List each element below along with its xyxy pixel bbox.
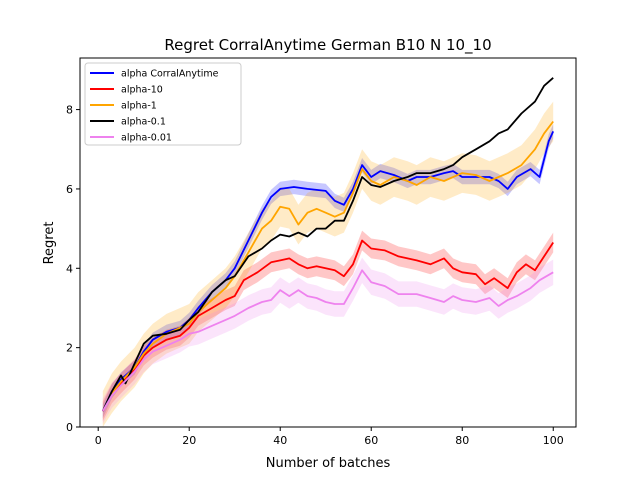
x-tick-label: 40 — [273, 434, 287, 447]
x-tick-label: 80 — [455, 434, 469, 447]
y-tick-label: 4 — [66, 262, 73, 275]
y-tick-label: 6 — [66, 183, 73, 196]
x-tick-label: 0 — [95, 434, 102, 447]
line-alpha-0-01 — [102, 269, 554, 412]
legend-label-alpha-corralanytime: alpha CorralAnytime — [121, 69, 219, 80]
x-tick-label: 100 — [543, 434, 564, 447]
legend: alpha CorralAnytime alpha-10 alpha-1 alpha-… — [84, 62, 242, 146]
line-alpha-10 — [101, 239, 554, 412]
x-tick-label: 20 — [182, 434, 196, 447]
legend-label-alpha-10: alpha-10 — [121, 85, 163, 96]
y-tick-label: 0 — [66, 421, 73, 434]
band-alpha-0-01 — [102, 257, 554, 424]
series-lines — [101, 77, 555, 412]
line-alpha-1 — [101, 120, 554, 412]
y-axis-ticks: 0 2 4 6 8 — [66, 104, 80, 434]
band-alpha-1 — [102, 101, 554, 427]
legend-label-alpha-0-1: alpha-0.1 — [121, 117, 166, 128]
y-tick-label: 8 — [66, 104, 73, 117]
x-axis-label: Number of batches — [266, 456, 391, 471]
plot-frame — [79, 57, 577, 428]
chart-title: Regret CorralAnytime German B10 N 10_10 — [164, 36, 491, 55]
legend-label-alpha-0-01: alpha-0.01 — [121, 133, 172, 144]
legend-box — [84, 62, 242, 146]
y-axis-label: Regret — [42, 222, 57, 265]
x-axis-ticks: 0 20 40 60 80 100 — [95, 427, 564, 447]
confidence-bands — [102, 101, 554, 427]
line-alpha-0-1 — [101, 77, 554, 412]
x-tick-label: 60 — [364, 434, 378, 447]
y-tick-label: 2 — [66, 342, 73, 355]
legend-label-alpha-1: alpha-1 — [121, 101, 157, 112]
